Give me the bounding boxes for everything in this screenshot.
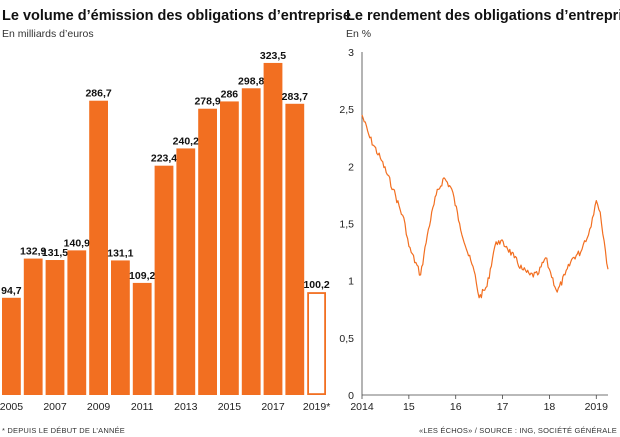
bar-x-tick-label: 2017 bbox=[261, 401, 285, 413]
line-y-tick-label: 2 bbox=[348, 161, 354, 173]
bar-value-label: 223,4 bbox=[151, 153, 177, 165]
line-y-tick-label: 1,5 bbox=[339, 219, 354, 231]
yield-series-line bbox=[361, 114, 609, 299]
bar-value-label: 132,9 bbox=[20, 246, 46, 258]
bar-2013 bbox=[176, 148, 196, 395]
bar-value-label: 94,7 bbox=[1, 285, 22, 297]
bar-chart-x-axis: 2005 2007 2009 2011 2013 2015 2017 2019* bbox=[0, 401, 330, 413]
bar-2008 bbox=[67, 250, 87, 395]
bar-2007 bbox=[45, 260, 65, 395]
bar-2019* bbox=[307, 292, 327, 395]
bar-2015 bbox=[220, 101, 239, 395]
bar-value-label: 278,9 bbox=[194, 96, 220, 108]
bar-2005 bbox=[2, 297, 21, 395]
footer-note: * DEPUIS LE DÉBUT DE L’ANNÉE bbox=[2, 426, 125, 435]
bar-chart-subtitle: En milliards d’euros bbox=[2, 28, 94, 40]
bar-x-tick-label: 2005 bbox=[0, 401, 23, 413]
bar-chart-title: Le volume d’émission des obligations d’e… bbox=[2, 8, 351, 24]
bar-2012 bbox=[154, 165, 174, 395]
bar-x-tick-label: 2011 bbox=[131, 401, 154, 413]
bar-2017 bbox=[263, 62, 283, 395]
bar-value-label: 140,9 bbox=[64, 237, 90, 249]
bar-x-tick-label: 2013 bbox=[174, 401, 198, 413]
line-y-tick-label: 1 bbox=[348, 276, 354, 288]
bar-x-tick-label: 2007 bbox=[43, 401, 67, 413]
bar-value-label: 323,5 bbox=[260, 50, 286, 62]
line-y-tick-label: 2,5 bbox=[339, 104, 354, 116]
bar-2018 bbox=[285, 103, 305, 396]
line-x-tick-label: 2014 bbox=[350, 401, 374, 413]
bar-2006 bbox=[23, 258, 43, 395]
line-chart-subtitle: En % bbox=[346, 28, 371, 40]
line-y-tick-label: 0 bbox=[348, 390, 354, 402]
bar-2009 bbox=[89, 100, 108, 396]
bar-value-label: 100,2 bbox=[303, 279, 329, 291]
line-y-tick-label: 0,5 bbox=[339, 333, 354, 345]
bar-value-label: 131,5 bbox=[42, 247, 68, 259]
bar-value-label: 286,7 bbox=[85, 88, 111, 100]
bar-value-label: 298,8 bbox=[238, 75, 264, 87]
bar-2011 bbox=[132, 282, 152, 395]
line-chart-axes: 0 0,5 1 1,5 2 2,5 3 2014 15 16 17 18 2019 bbox=[339, 47, 608, 413]
line-chart-plot bbox=[361, 114, 609, 299]
line-chart-title: Le rendement des obligations d’entrepris… bbox=[346, 8, 620, 24]
footer-source: «LES ÉCHOS» / SOURCE : ING, SOCIÉTÉ GÉNÉ… bbox=[419, 426, 617, 435]
bar-value-label: 109,2 bbox=[129, 270, 155, 282]
bar-2016 bbox=[241, 88, 261, 395]
line-x-tick-label: 16 bbox=[450, 401, 462, 413]
line-x-tick-label: 2019 bbox=[585, 401, 609, 413]
bar-value-label: 131,1 bbox=[107, 247, 133, 259]
bar-value-label: 283,7 bbox=[282, 91, 308, 103]
line-y-tick-label: 3 bbox=[348, 47, 354, 59]
bar-x-tick-label: 2019* bbox=[303, 401, 330, 413]
bar-value-label: 286 bbox=[221, 88, 239, 100]
line-x-tick-label: 17 bbox=[497, 401, 509, 413]
bar-x-tick-label: 2015 bbox=[218, 401, 242, 413]
bar-value-label: 240,2 bbox=[173, 135, 199, 147]
line-x-tick-label: 15 bbox=[403, 401, 415, 413]
bar-x-tick-label: 2009 bbox=[87, 401, 111, 413]
bar-2014 bbox=[198, 108, 217, 396]
bar-2010 bbox=[111, 260, 130, 395]
line-x-tick-label: 18 bbox=[544, 401, 556, 413]
